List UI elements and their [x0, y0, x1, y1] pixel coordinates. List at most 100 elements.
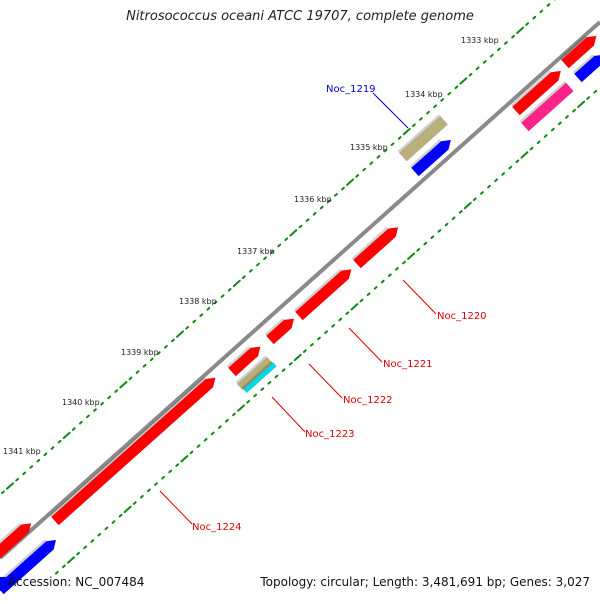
ruler-dot	[281, 368, 286, 372]
gene-label-noc-1219[interactable]: Noc_1219	[326, 84, 376, 95]
ruler-dot	[277, 243, 282, 248]
ruler-dot	[128, 376, 133, 381]
ruler-dot	[496, 47, 501, 52]
ruler-dot	[550, 127, 555, 132]
ruler-dot	[149, 357, 154, 362]
leader-line	[372, 92, 409, 129]
ruler-dot	[260, 387, 265, 391]
ruler-dot	[220, 294, 225, 298]
ruler-major-tick	[123, 505, 132, 514]
gene-label-noc-1220[interactable]: Noc_1220	[437, 311, 487, 322]
gene-label-noc-1223[interactable]: Noc_1223	[305, 429, 355, 440]
tick-labels: 1333 kbp 1334 kbp 1335 kbp 1336 kbp 1337…	[3, 36, 499, 456]
gene-label-noc-1224[interactable]: Noc_1224	[192, 522, 242, 533]
ruler-dot	[90, 539, 95, 543]
ruler-dot	[472, 197, 477, 202]
ruler-dot	[142, 363, 147, 368]
ruler-major-tick	[346, 178, 355, 186]
gene-label-noc-1221[interactable]: Noc_1221	[383, 359, 433, 370]
cds-right-1	[511, 70, 562, 116]
ruler-dot	[390, 142, 395, 147]
ruler-dot	[154, 482, 158, 486]
cds-left-edge-shade	[0, 522, 22, 544]
ruler-dot	[263, 256, 267, 260]
ruler-dot	[22, 471, 27, 476]
ruler-dot	[508, 165, 513, 170]
ruler-dot	[206, 306, 211, 311]
ruler-major-tick	[232, 279, 241, 288]
trna-noc-1219	[398, 115, 449, 162]
ruler-major-tick	[289, 229, 298, 237]
leader-line	[159, 490, 193, 525]
ruler-dot	[487, 184, 491, 189]
ruler-major-tick	[237, 404, 246, 412]
ruler-dot	[419, 117, 423, 121]
cds-noc-1220-shade	[293, 268, 342, 312]
ruler-major-tick	[67, 556, 75, 564]
ruler-dot	[529, 146, 534, 151]
ruler-dot	[62, 564, 66, 569]
ruler-dot	[1, 490, 5, 495]
ruler-major-tick	[577, 100, 586, 108]
ruler-dot	[227, 288, 232, 292]
ruler-major-tick	[62, 431, 71, 440]
ruler-dot	[376, 155, 381, 159]
ruler-dot	[232, 412, 236, 417]
ruler-dot	[387, 273, 392, 277]
ruler-dot	[288, 362, 293, 366]
tick-label: 1334 kbp	[405, 90, 443, 99]
ruler-dot	[480, 191, 484, 195]
ruler-dot	[536, 140, 541, 145]
ruler-dot	[586, 96, 591, 100]
ruler-dot	[199, 313, 204, 317]
ruler-dot	[511, 34, 515, 39]
rrna-right	[520, 82, 574, 132]
gene-label-noc-1222[interactable]: Noc_1222	[343, 395, 393, 406]
ruler-dot	[309, 343, 314, 347]
ruler-dot	[355, 174, 360, 178]
ruler-dot	[317, 336, 321, 341]
ruler-dot	[345, 311, 350, 315]
ruler-major-tick	[350, 303, 359, 311]
ruler-dot	[373, 286, 378, 290]
ruler-dot	[284, 237, 289, 241]
ruler-dot	[185, 325, 190, 330]
ruler-dot	[267, 380, 272, 385]
ruler-dot	[156, 351, 161, 355]
ruler-dot	[397, 136, 402, 140]
ruler-dot	[430, 235, 435, 240]
ruler-major-tick	[463, 201, 472, 210]
ruler-dot	[515, 159, 520, 164]
ruler-dot	[163, 344, 168, 349]
ruler-dot	[312, 212, 317, 216]
ruler-dot	[139, 494, 144, 499]
ruler-dot	[15, 477, 19, 482]
cds-noc-1221	[265, 318, 295, 345]
ruler-dot	[468, 72, 473, 77]
ruler-dot	[411, 123, 416, 128]
ruler-dot	[454, 85, 459, 90]
ruler-dot	[326, 199, 331, 203]
ruler-major-tick	[516, 26, 525, 34]
trna-noc-1223-shade	[235, 355, 268, 384]
genome-backbone	[0, 20, 600, 560]
ruler-dot	[210, 431, 215, 436]
cds-right-1-shade	[510, 70, 552, 107]
ruler-dot	[324, 330, 328, 334]
ruler-dot	[565, 115, 569, 119]
ruler-dot	[217, 425, 222, 429]
tick-label: 1339 kbp	[121, 348, 159, 357]
ruler-dot	[248, 269, 253, 273]
ruler-dot	[525, 22, 530, 26]
ruler-dot	[302, 349, 307, 353]
cds-noc-1224	[50, 377, 216, 526]
ruler-dot	[83, 545, 88, 550]
ruler-dot	[171, 338, 175, 343]
gene-labels: Noc_1219 Noc_1220 Noc_1221 Noc_1222 Noc_…	[192, 84, 487, 533]
ruler-dot	[494, 178, 499, 183]
ruler-dot	[543, 134, 548, 138]
ruler-dot	[147, 488, 151, 493]
inner-ruler	[54, 89, 598, 575]
ruler-dot	[111, 520, 116, 524]
